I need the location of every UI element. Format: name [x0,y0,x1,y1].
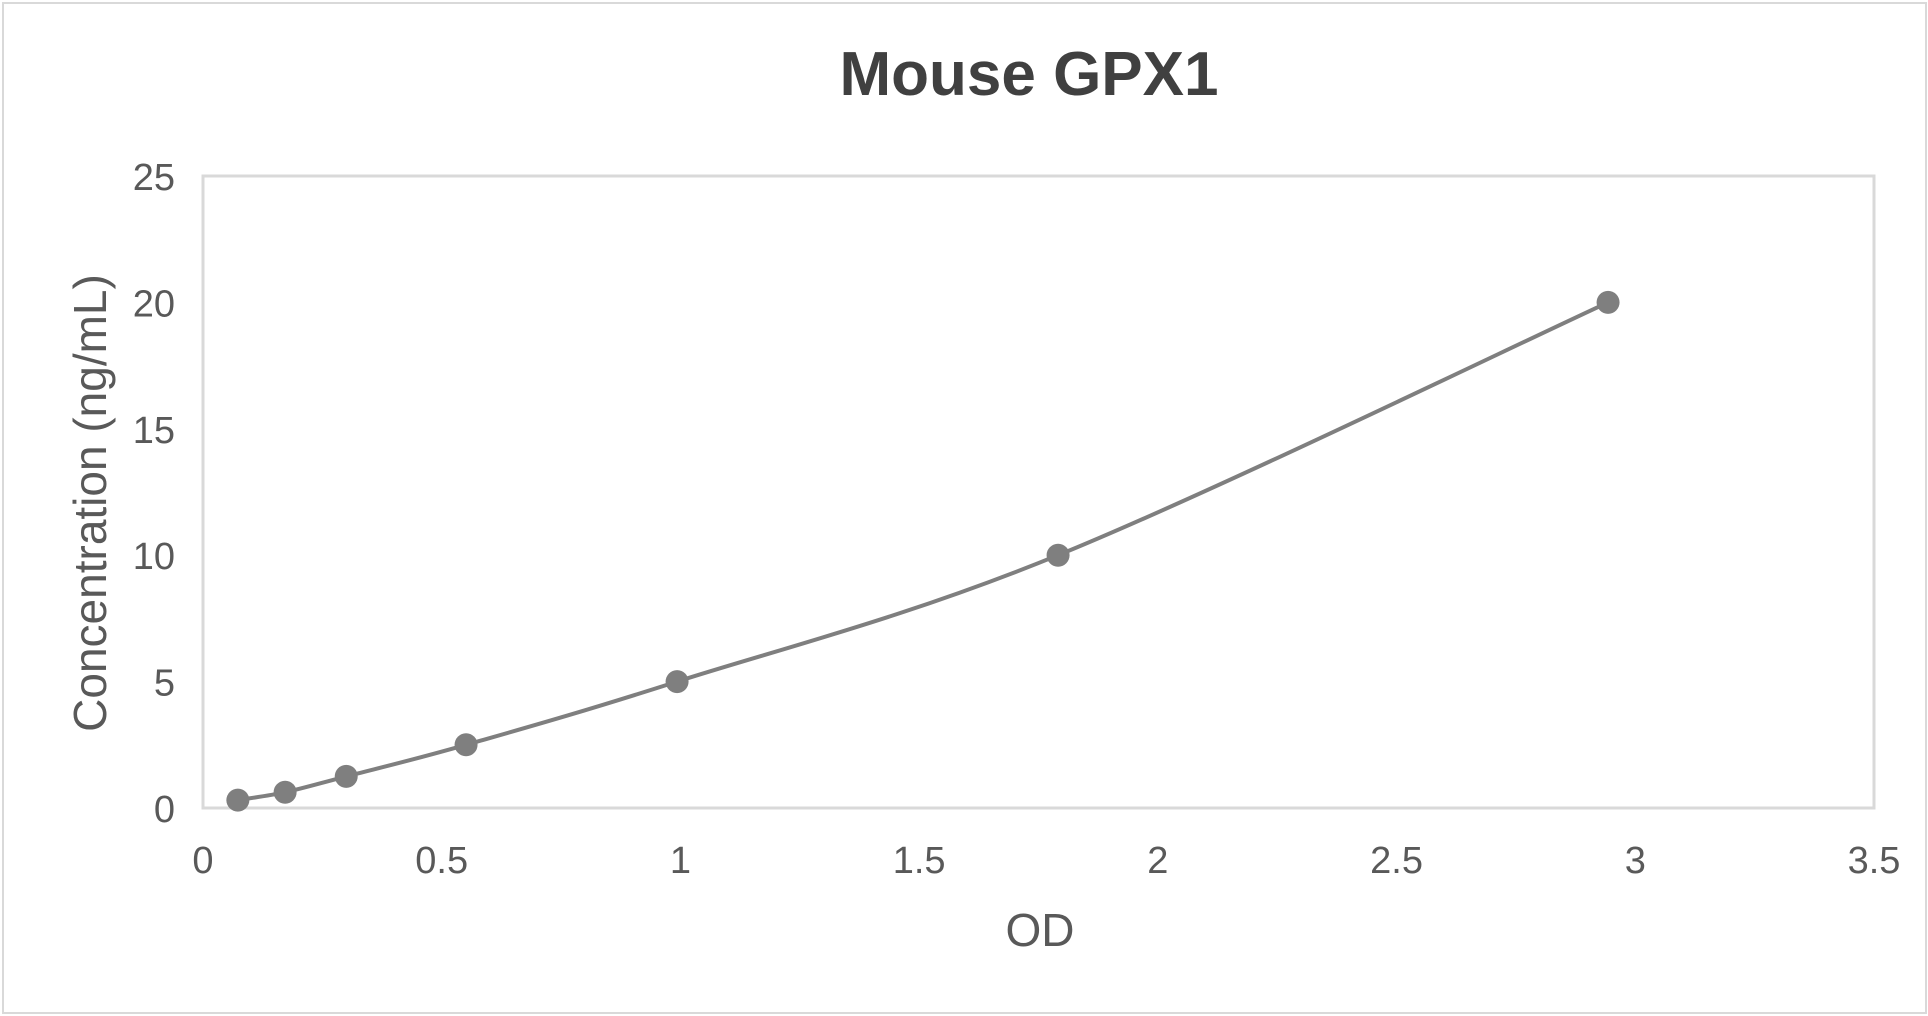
x-tick-label: 2 [1147,840,1168,882]
y-tick-label: 0 [154,789,175,831]
data-point-marker [1596,290,1620,314]
series-markers [226,290,1620,812]
data-point-marker [454,733,478,757]
x-axis-ticks: 0 0.5 1 1.5 2 2.5 3 3.5 [192,840,1900,882]
x-tick-label: 1 [670,840,691,882]
series-line [237,300,1609,803]
y-tick-label: 25 [133,157,175,199]
chart-title: Mouse GPX1 [840,40,1219,109]
data-point-marker [226,788,250,812]
x-tick-label: 1.5 [893,840,946,882]
data-point-marker [1046,543,1070,567]
x-tick-label: 0.5 [415,840,468,882]
y-tick-label: 20 [133,283,175,325]
y-axis-ticks: 0 5 10 15 20 25 [133,157,175,831]
x-axis-label: OD [1006,904,1075,956]
x-tick-label: 2.5 [1370,840,1423,882]
data-point-marker [334,764,358,788]
data-point-marker [273,780,297,804]
x-tick-label: 3.5 [1848,840,1901,882]
plot-area [201,174,1876,810]
y-tick-label: 15 [133,410,175,452]
y-axis-label: Concentration (ng/mL) [64,274,116,732]
y-tick-label: 5 [154,663,175,705]
x-tick-label: 0 [192,840,213,882]
x-tick-label: 3 [1625,840,1646,882]
data-point-marker [665,670,689,694]
y-tick-label: 10 [133,536,175,578]
